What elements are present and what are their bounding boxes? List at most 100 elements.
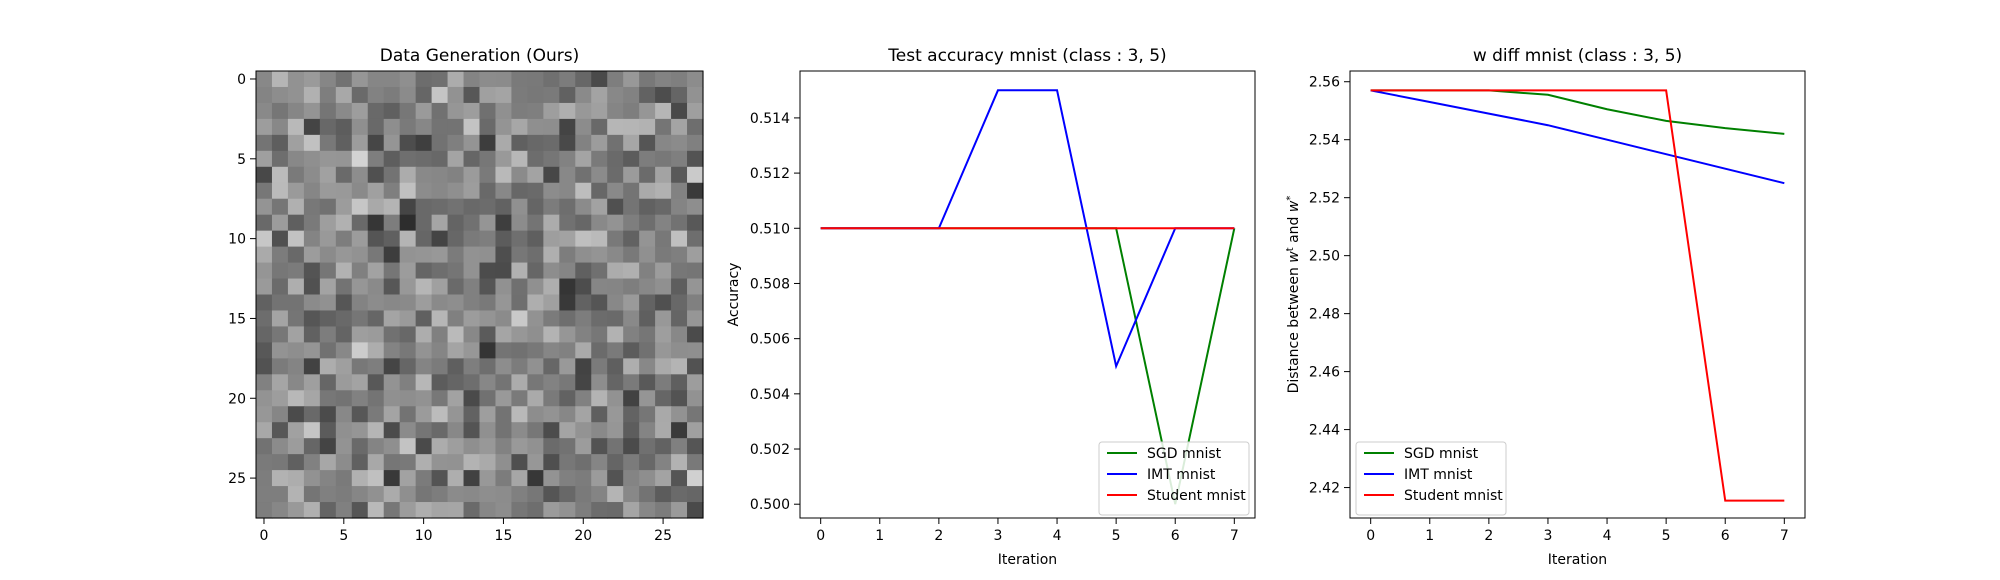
heatmap-cell [399,182,417,200]
heatmap-cell [399,294,417,312]
heatmap-cell [623,486,640,503]
heatmap-cell [479,262,497,280]
heatmap-cell [256,358,273,375]
heatmap-cell [495,246,513,264]
heatmap-cell [351,454,369,471]
heatmap-cell [527,310,544,328]
heatmap-cell [543,486,560,503]
heatmap-cell [591,438,608,455]
heatmap-cell [623,86,640,104]
heatmap-cell [687,246,704,264]
heatmap-cell [495,326,513,343]
legend-label: Student mnist [1404,488,1503,504]
heatmap-cell [319,262,337,280]
heatmap-cell [623,262,640,280]
heatmap-cell [559,342,576,359]
y-tick-label: 0 [237,72,246,88]
heatmap-cell [575,134,592,152]
heatmap-cell [351,326,369,343]
heatmap-cell [687,102,704,120]
heatmap-cell [303,486,321,503]
heatmap-cell [287,486,305,503]
heatmap-cell [591,198,608,216]
heatmap-cell [335,454,353,471]
heatmap-cell [415,134,433,152]
heatmap-cell [671,374,688,391]
heatmap-cell [527,150,544,168]
heatmap-cell [351,310,369,328]
heatmap-cell [256,326,273,343]
heatmap-cell [591,71,608,88]
heatmap-cell [447,262,465,280]
y-axis-label: Accuracy [726,263,742,327]
heatmap-cell [319,310,337,328]
heatmap-cell [639,326,656,343]
heatmap-cell [367,422,385,439]
heatmap-cell [256,470,273,487]
heatmap-cell [671,454,688,471]
heatmap-cell [511,374,528,391]
heatmap-cell [415,390,433,407]
heatmap-cell [383,326,401,343]
heatmap-cell [335,486,353,503]
heatmap-cell [623,454,640,471]
y-axis-label-part: * [1285,196,1296,201]
heatmap-cell [463,71,481,88]
heatmap-cell [256,134,273,152]
heatmap-cell [559,246,576,264]
heatmap-cell [575,230,592,248]
heatmap-cell [351,166,369,184]
heatmap-cell [271,262,289,280]
y-tick-label: 2.44 [1309,423,1340,439]
heatmap-cell [495,118,513,136]
heatmap-cell [671,422,688,439]
heatmap-cell [367,134,385,152]
heatmap-cell [575,262,592,280]
y-axis-label: Distance between wt and w* [1285,196,1303,394]
heatmap-cell [335,358,353,375]
heatmap-cell [271,278,289,296]
heatmap-cell [287,294,305,312]
heatmap-cell [623,246,640,264]
heatmap-cell [367,166,385,184]
heatmap-cell [383,486,401,503]
heatmap-cell [559,71,576,88]
heatmap-cell [655,374,672,391]
heatmap-cell [399,86,417,104]
heatmap-cell [591,182,608,200]
heatmap-cell [335,406,353,423]
heatmap-cell [383,118,401,136]
heatmap-cell [671,310,688,328]
heatmap-cell [447,406,465,423]
heatmap-cell [543,470,560,487]
heatmap-cell [495,71,513,88]
heatmap-cell [511,166,528,184]
heatmap-cell [415,230,433,248]
heatmap-cell [415,454,433,471]
heatmap-cell [495,422,513,439]
heatmap-cell [463,502,481,519]
heatmap-cell [399,262,417,280]
heatmap-cell [655,118,672,136]
heatmap-cell [495,230,513,248]
heatmap-cell [287,326,305,343]
heatmap-cell [559,502,576,519]
heatmap-cell [367,326,385,343]
heatmap-cell [351,294,369,312]
heatmap-cell [559,454,576,471]
heatmap-cell [591,486,608,503]
heatmap-cell [351,262,369,280]
heatmap-cell [431,374,449,391]
heatmap-cell [639,198,656,216]
heatmap-cell [447,214,465,232]
heatmap-cell [256,454,273,471]
x-tick-label: 5 [1662,528,1671,544]
heatmap-cell [591,326,608,343]
heatmap-cell [479,150,497,168]
heatmap-cell [256,310,273,328]
heatmap-cell [447,326,465,343]
heatmap-cell [479,134,497,152]
heatmap-cell [431,486,449,503]
heatmap-cell [543,198,560,216]
heatmap-cell [351,134,369,152]
